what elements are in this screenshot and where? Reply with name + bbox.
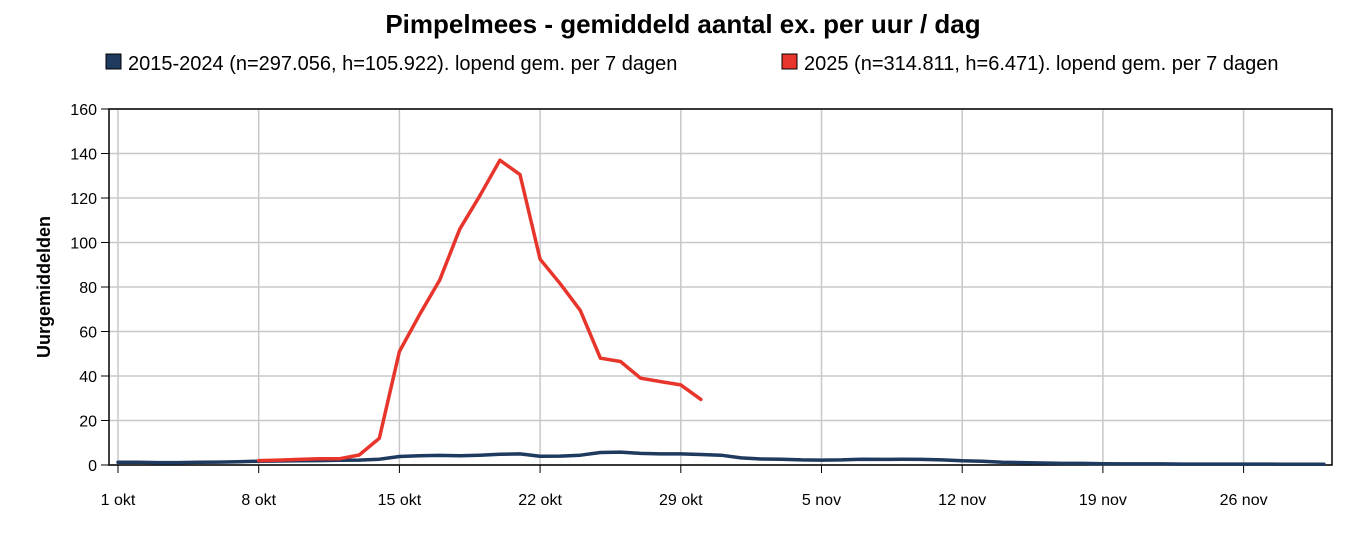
y-axis-label: Uurgemiddelden	[34, 216, 54, 358]
series-line-2025	[256, 158, 703, 463]
x-tick-label: 29 okt	[659, 492, 703, 509]
y-tick-label: 20	[79, 414, 97, 431]
legend-label-2025: 2025 (n=314.811, h=6.471). lopend gem. p…	[804, 53, 1278, 75]
y-tick-label: 160	[70, 102, 97, 119]
legend-label-2015-2024: 2015-2024 (n=297.056, h=105.922). lopend…	[128, 53, 677, 75]
x-tick-label: 22 okt	[518, 492, 562, 509]
y-tick-label: 40	[79, 369, 97, 386]
y-tick-label: 100	[70, 236, 97, 253]
x-tick-label: 26 nov	[1220, 492, 1268, 509]
series	[116, 158, 1326, 467]
y-tick-label: 0	[88, 458, 97, 475]
x-tick-label: 5 nov	[802, 492, 841, 509]
chart-title: Pimpelmees - gemiddeld aantal ex. per uu…	[385, 9, 980, 39]
x-tick-label: 1 okt	[101, 492, 136, 509]
x-tick-label: 19 nov	[1079, 492, 1127, 509]
legend-swatch-2025	[781, 53, 798, 70]
series-line-2015-2024	[116, 450, 1326, 467]
gridlines	[109, 108, 1332, 466]
x-tick-label: 12 nov	[938, 492, 986, 509]
y-tick-label: 80	[79, 280, 97, 297]
y-tick-label: 60	[79, 325, 97, 342]
legend: 2015-2024 (n=297.056, h=105.922). lopend…	[105, 53, 1278, 75]
x-tick-label: 8 okt	[241, 492, 276, 509]
legend-swatch-2015-2024	[105, 53, 122, 70]
axis-ticks: 0 20 40 60 80 100 120 140 160 1 okt 8 okt 15 okt 22 …	[70, 102, 1267, 509]
y-tick-label: 140	[70, 147, 97, 164]
x-tick-label: 15 okt	[378, 492, 422, 509]
y-tick-label: 120	[70, 191, 97, 208]
